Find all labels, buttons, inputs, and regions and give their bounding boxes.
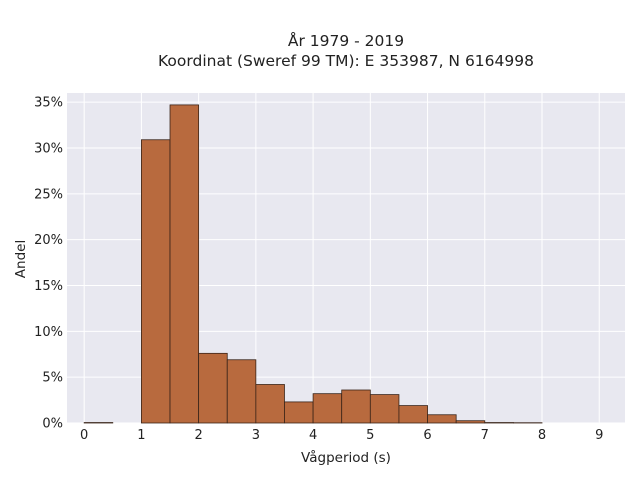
histogram-bar <box>399 406 428 423</box>
y-tick-label: 10% <box>34 325 63 340</box>
histogram-bar <box>141 140 170 423</box>
histogram-bar <box>370 395 399 423</box>
y-axis-ticks: 0% 5% 10% 15% 20% 25% 30% 35% <box>34 96 63 432</box>
x-tick-label: 3 <box>252 428 260 443</box>
x-tick-label: 0 <box>80 428 88 443</box>
chart-title-line-2: Koordinat (Sweref 99 TM): E 353987, N 61… <box>158 52 534 70</box>
x-tick-label: 4 <box>309 428 317 443</box>
histogram-bar <box>313 394 342 423</box>
histogram-bar <box>342 390 371 423</box>
y-tick-label: 35% <box>34 96 63 111</box>
x-tick-label: 5 <box>366 428 374 443</box>
y-tick-label: 25% <box>34 187 63 202</box>
y-tick-label: 0% <box>42 417 63 432</box>
histogram-bar <box>227 360 256 423</box>
x-tick-label: 6 <box>423 428 431 443</box>
histogram-bar <box>456 421 485 423</box>
histogram-bar <box>428 415 457 423</box>
histogram-bar <box>170 105 199 423</box>
y-tick-label: 15% <box>34 279 63 294</box>
histogram-bar <box>199 353 228 423</box>
y-axis-label: Andel <box>13 240 29 278</box>
histogram-bar <box>256 385 285 424</box>
y-tick-label: 5% <box>42 371 63 386</box>
y-tick-label: 20% <box>34 233 63 248</box>
x-axis-label: Vågperiod (s) <box>301 449 391 466</box>
x-tick-label: 8 <box>538 428 546 443</box>
x-tick-label: 2 <box>194 428 202 443</box>
x-tick-label: 7 <box>481 428 489 443</box>
x-tick-label: 9 <box>595 428 603 443</box>
x-axis-ticks: 0 1 2 3 4 5 6 7 8 9 <box>80 428 603 443</box>
chart-title-line-1: År 1979 - 2019 <box>288 31 404 50</box>
x-tick-label: 1 <box>137 428 145 443</box>
histogram-bar <box>284 402 313 423</box>
y-tick-label: 30% <box>34 142 63 157</box>
